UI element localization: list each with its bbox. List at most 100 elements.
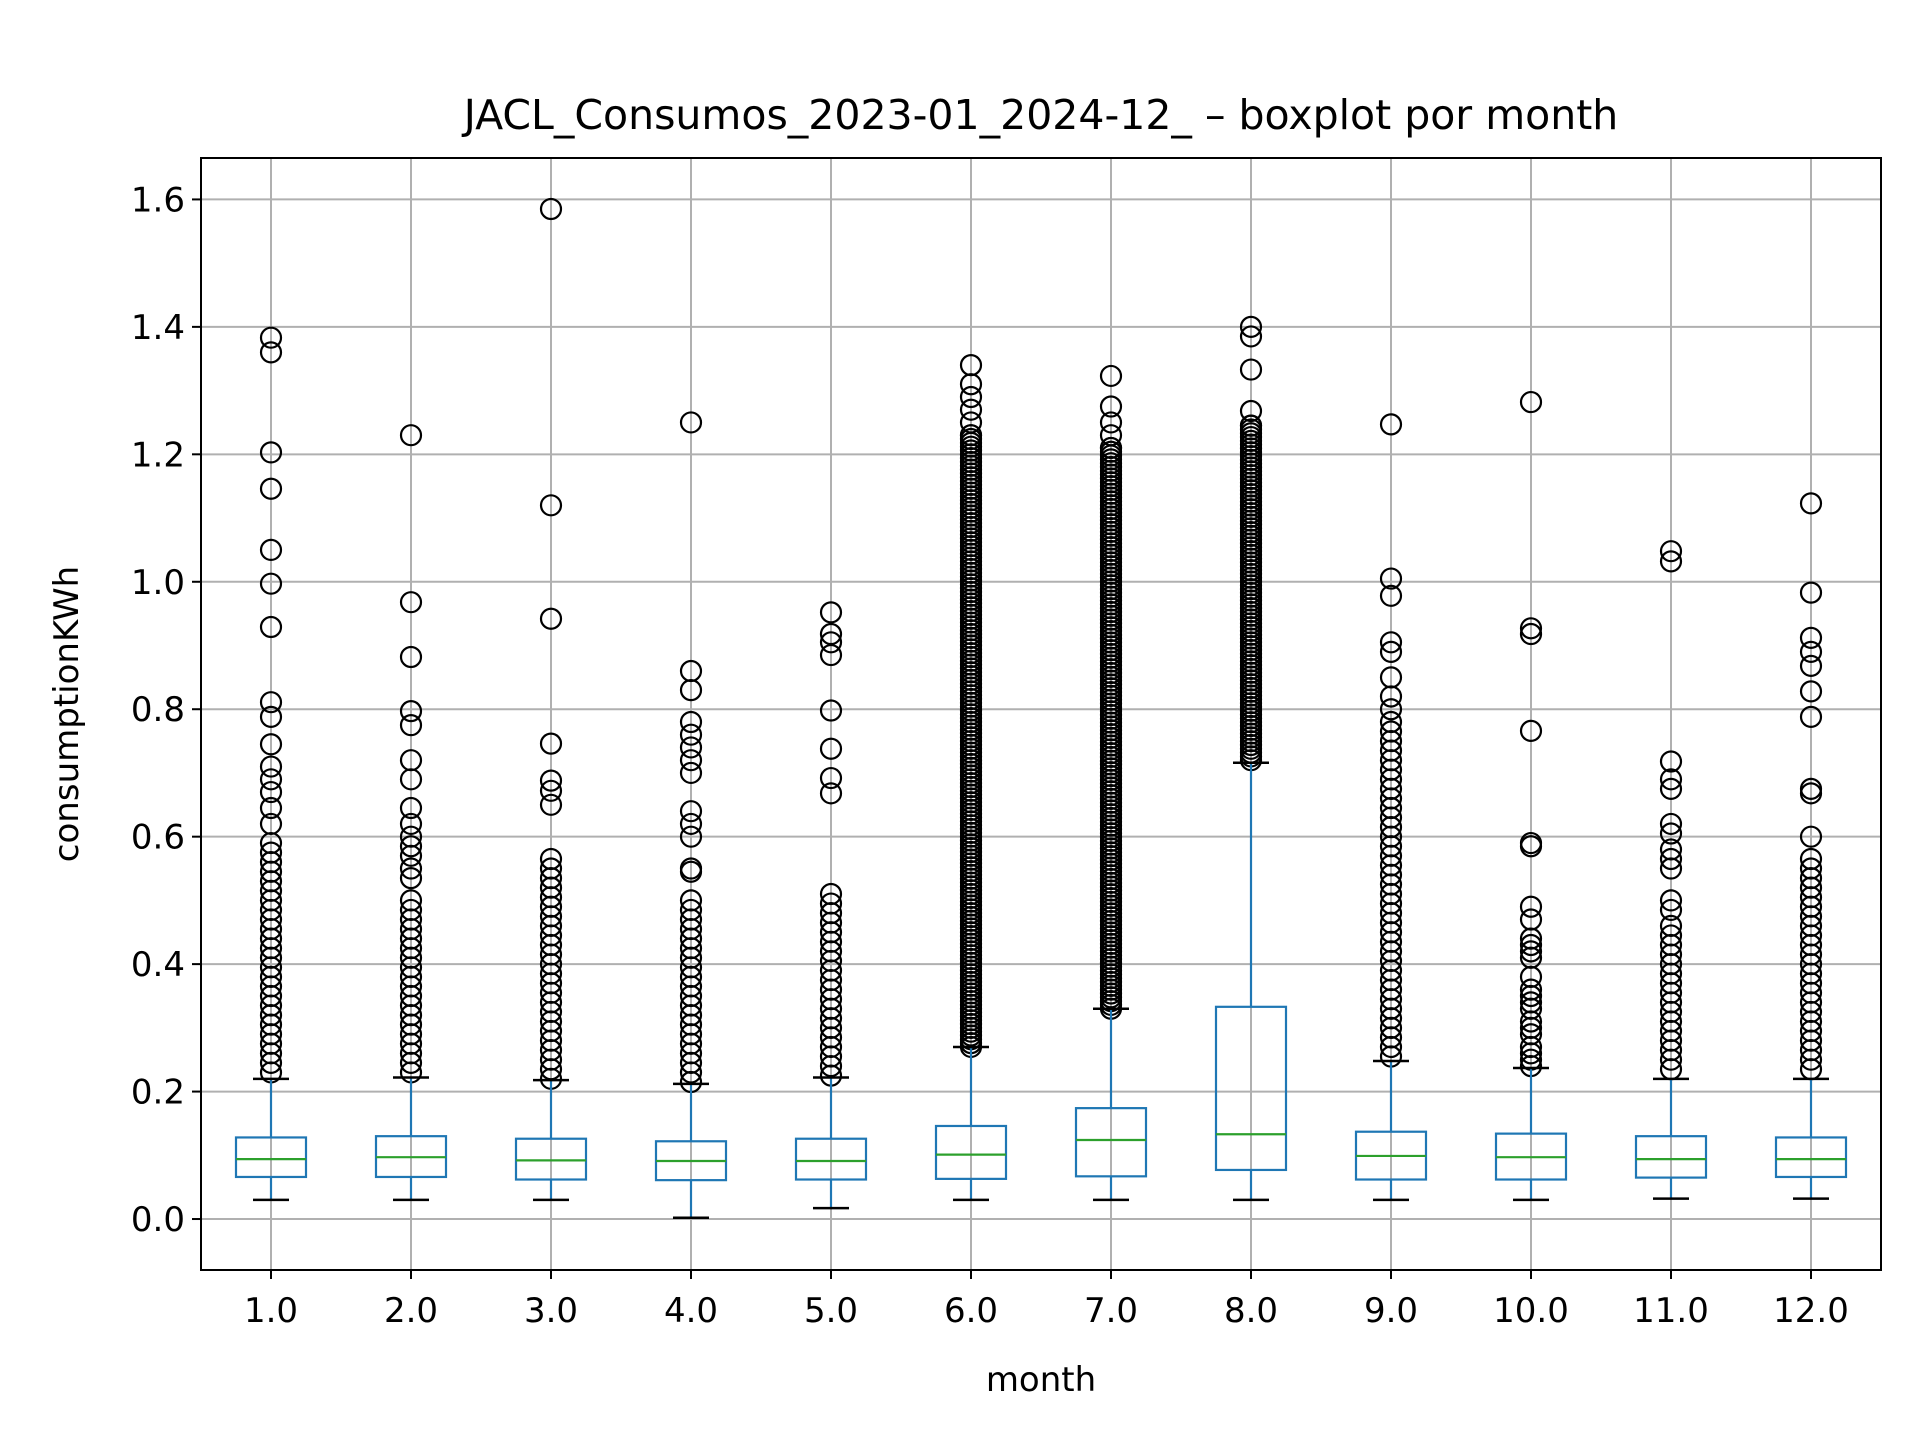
outlier-point — [1379, 631, 1403, 654]
outlier-point — [1659, 889, 1683, 912]
outlier-point — [259, 477, 283, 500]
outlier-point — [399, 768, 423, 791]
box-iqr — [934, 1124, 1008, 1180]
outlier-point — [399, 835, 423, 858]
box-iqr — [1214, 1005, 1288, 1172]
x-tick-label: 6.0 — [944, 1291, 998, 1331]
outlier-point — [959, 373, 983, 396]
y-tick-label: 1.2 — [131, 435, 185, 475]
outlier-point — [259, 755, 283, 778]
outlier-point — [819, 699, 843, 722]
outlier-point — [1659, 777, 1683, 800]
outlier-point — [1519, 1042, 1543, 1065]
outlier-point — [1799, 626, 1823, 649]
outlier-point — [1799, 680, 1823, 703]
outlier-point — [959, 398, 983, 421]
outliers — [259, 197, 1823, 1094]
outlier-point — [399, 700, 423, 723]
y-axis: 0.0 0.2 0.4 0.6 0.8 1.0 1.2 1.4 1.6 — [131, 180, 201, 1240]
box-iqr — [1634, 1135, 1708, 1179]
outlier-point — [1659, 768, 1683, 791]
outlier-point — [1379, 685, 1403, 708]
outlier-point — [679, 812, 703, 836]
outlier-point — [259, 768, 283, 791]
outlier-point — [1379, 698, 1403, 721]
box-iqr — [794, 1137, 868, 1181]
outlier-point — [1519, 617, 1543, 640]
outlier-point — [399, 1051, 423, 1074]
outlier-point — [1799, 705, 1823, 728]
outlier-point — [1659, 750, 1683, 773]
outlier-point — [1799, 654, 1823, 677]
outlier-point — [259, 705, 283, 728]
outlier-point — [959, 411, 983, 434]
outlier-point — [1379, 584, 1403, 607]
outlier-point — [1239, 414, 1263, 437]
outlier-point — [1519, 390, 1543, 414]
outlier-point — [259, 572, 283, 595]
plot-frame — [200, 157, 1882, 1271]
x-tick-label: 8.0 — [1224, 1291, 1278, 1331]
outlier-point — [1659, 857, 1683, 880]
y-tick-label: 1.4 — [131, 308, 185, 348]
box-iqr — [1774, 1136, 1848, 1179]
outlier-point — [259, 733, 283, 756]
outlier-point — [819, 631, 843, 654]
outlier-point — [1799, 640, 1823, 663]
outlier-point — [679, 411, 703, 434]
outlier-point — [539, 197, 563, 221]
outlier-point — [1239, 399, 1263, 423]
outlier-point — [959, 424, 983, 447]
x-tick-label: 4.0 — [664, 1291, 718, 1331]
outlier-point — [539, 494, 563, 517]
x-tick-label: 1.0 — [244, 1291, 298, 1331]
outlier-point — [819, 782, 843, 805]
outlier-point — [1099, 395, 1123, 418]
outlier-point — [1099, 411, 1123, 434]
outlier-point — [399, 812, 423, 836]
x-tick-label: 2.0 — [384, 1291, 438, 1331]
outlier-point — [819, 601, 843, 624]
outlier-point — [679, 723, 703, 746]
outlier-point — [399, 714, 423, 737]
outlier-point — [819, 643, 843, 667]
outlier-point — [399, 857, 423, 880]
outlier-point — [1519, 895, 1543, 918]
outlier-point — [259, 326, 283, 349]
chart-title: JACL_Consumos_2023-01_2024-12_ – boxplot… — [461, 91, 1619, 139]
outlier-point — [679, 736, 703, 759]
y-tick-label: 1.0 — [131, 563, 185, 603]
outlier-point — [1519, 835, 1543, 858]
outlier-point — [1239, 315, 1263, 338]
outlier-point — [1519, 940, 1543, 963]
outlier-point — [539, 793, 563, 816]
outlier-point — [819, 1054, 843, 1078]
outlier-point — [399, 796, 423, 820]
x-tick-label: 9.0 — [1364, 1291, 1418, 1331]
outlier-point — [1659, 550, 1683, 573]
outlier-point — [539, 732, 563, 755]
x-tick-label: 7.0 — [1084, 1291, 1138, 1331]
boxes — [234, 761, 1848, 1219]
outlier-point — [679, 679, 703, 702]
outlier-point — [959, 385, 983, 409]
outlier-point — [1379, 567, 1403, 590]
outlier-point — [259, 691, 283, 714]
outlier-point — [679, 825, 703, 848]
x-tick-label: 3.0 — [524, 1291, 578, 1331]
outlier-point — [1099, 424, 1123, 447]
outlier-point — [679, 1061, 703, 1084]
outlier-point — [1799, 492, 1823, 515]
outlier-point — [259, 796, 283, 820]
outlier-point — [1659, 822, 1683, 845]
outlier-point — [1799, 825, 1823, 848]
outlier-point — [1379, 1035, 1403, 1059]
x-tick-label: 12.0 — [1773, 1291, 1849, 1331]
outlier-point — [259, 341, 283, 364]
box-iqr — [514, 1137, 588, 1181]
outlier-point — [539, 607, 563, 630]
y-axis-title: consumptionKWh — [47, 566, 87, 862]
outlier-point — [1239, 358, 1263, 381]
outlier-point — [1519, 933, 1543, 957]
